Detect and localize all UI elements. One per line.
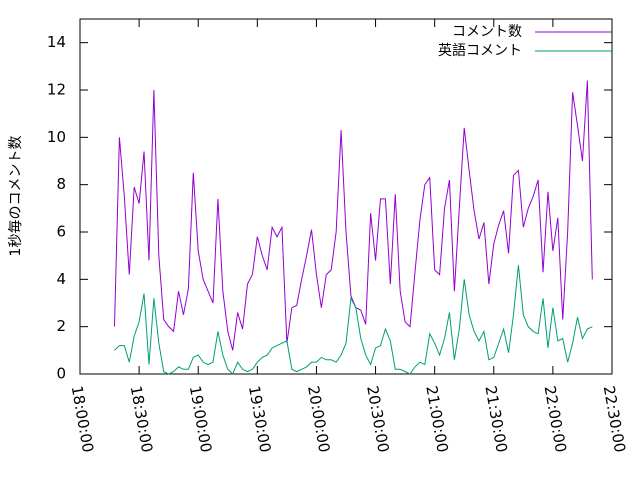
x-tick-label: 18:00:00 xyxy=(68,384,97,453)
y-tick-label: 10 xyxy=(47,128,66,146)
data-line xyxy=(113,80,593,351)
legend-label: コメント数 xyxy=(452,24,522,40)
y-tick-label: 4 xyxy=(56,270,66,288)
x-tick-label: 20:30:00 xyxy=(363,384,392,453)
x-tick-label: 18:30:00 xyxy=(127,384,156,453)
x-tick-label: 21:30:00 xyxy=(481,384,510,453)
x-tick-label: 20:00:00 xyxy=(304,384,333,453)
x-tick-label: 19:30:00 xyxy=(245,384,274,453)
y-tick-label: 0 xyxy=(56,365,66,383)
x-tick-label: 21:00:00 xyxy=(422,384,451,453)
x-tick-label: 22:00:00 xyxy=(541,384,570,453)
x-tick-label: 22:30:00 xyxy=(600,384,629,453)
x-tick-label: 19:00:00 xyxy=(186,384,215,453)
plot-border xyxy=(79,18,613,375)
y-tick-label: 6 xyxy=(56,223,66,241)
data-line xyxy=(114,265,593,375)
y-tick-label: 8 xyxy=(56,175,66,193)
legend-label: 英語コメント xyxy=(438,42,522,59)
y-tick-label: 14 xyxy=(47,33,66,51)
y-tick-label: 2 xyxy=(56,317,66,335)
y-tick-label: 12 xyxy=(47,81,66,99)
y-axis-label: 1秒毎のコメント数 xyxy=(8,136,24,257)
